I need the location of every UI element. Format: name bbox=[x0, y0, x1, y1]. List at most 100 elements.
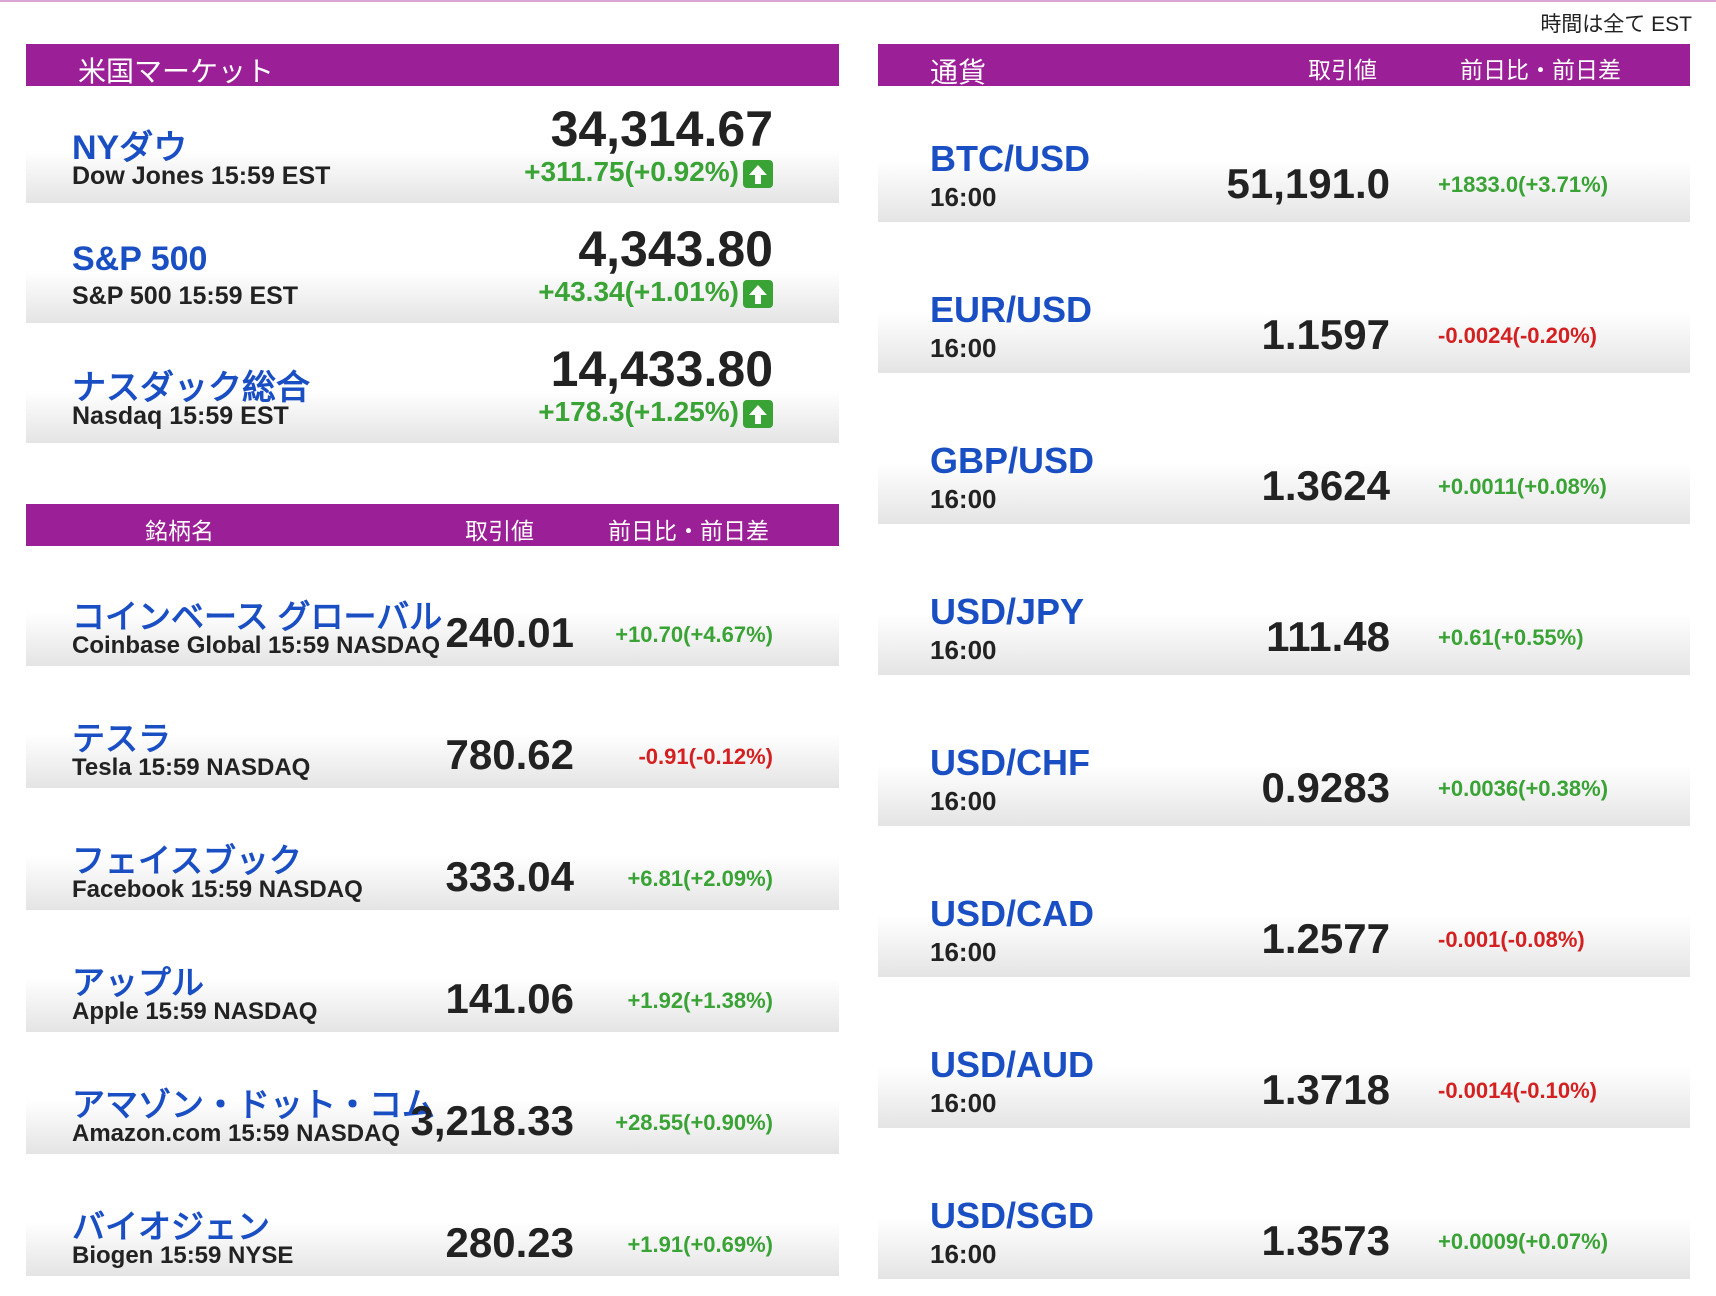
currency-value: 51,191.0 bbox=[1226, 160, 1391, 207]
section-header bbox=[26, 504, 839, 546]
stock-row: フェイスブック Facebook 15:59 NASDAQ 333.04 +6.81(… bbox=[26, 790, 839, 910]
currency-pair: EUR/USD bbox=[930, 289, 1093, 330]
currency-value: 1.2577 bbox=[1261, 915, 1390, 962]
stock-value: 240.01 bbox=[445, 609, 574, 656]
stock-name: テスラ bbox=[72, 720, 171, 757]
timezone-note: 時間は全て EST bbox=[1540, 13, 1692, 36]
column-header: 銘柄名 bbox=[145, 518, 214, 544]
currency-pair: BTC/USD bbox=[930, 138, 1090, 179]
stock-name: アマゾン・ドット・コム bbox=[72, 1086, 435, 1123]
currency-pair: USD/AUD bbox=[930, 1044, 1095, 1085]
currency-change: +0.0009(+0.07%) bbox=[1438, 1229, 1609, 1254]
currency-row: USD/SGD 16:00 1.3573 +0.0009(+0.07%) bbox=[878, 1143, 1690, 1279]
column-header: 前日比・前日差 bbox=[608, 518, 769, 544]
currency-change: +0.0036(+0.38%) bbox=[1438, 776, 1609, 801]
column-header: 前日比・前日差 bbox=[1460, 57, 1621, 83]
stock-row: バイオジェン Biogen 15:59 NYSE 280.23 +1.91(+0.69… bbox=[26, 1156, 839, 1276]
column-header: 取引値 bbox=[1308, 57, 1377, 83]
stock-value: 780.62 bbox=[445, 731, 574, 778]
stock-sub: Apple 15:59 NASDAQ bbox=[72, 998, 318, 1025]
stock-name: フェイスブック bbox=[72, 842, 303, 879]
section-header bbox=[26, 44, 839, 86]
top-line bbox=[0, 0, 1716, 2]
stock-name: バイオジェン bbox=[72, 1208, 270, 1245]
section-header bbox=[878, 44, 1690, 86]
stock-row: アマゾン・ドット・コム Amazon.com 15:59 NASDAQ 3,218.… bbox=[26, 1034, 839, 1154]
up-icon bbox=[743, 400, 773, 428]
arrow bbox=[749, 285, 767, 304]
stock-change: -0.91(-0.12%) bbox=[638, 744, 773, 769]
currency-time: 16:00 bbox=[930, 1239, 997, 1269]
stock-sub: Biogen 15:59 NYSE bbox=[72, 1242, 294, 1269]
currency-time: 16:00 bbox=[930, 182, 997, 212]
currency-pair: USD/SGD bbox=[930, 1195, 1095, 1236]
index-value: 4,343.80 bbox=[578, 221, 773, 277]
stock-change: +1.91(+0.69%) bbox=[627, 1232, 773, 1257]
stock-row: テスラ Tesla 15:59 NASDAQ 780.62 -0.91(-0.12%) bbox=[26, 668, 839, 788]
section-title: 米国マーケット bbox=[78, 56, 275, 87]
currency-value: 0.9283 bbox=[1261, 764, 1390, 811]
index-sub: Nasdaq 15:59 EST bbox=[72, 402, 289, 430]
currency-change: +1833.0(+3.71%) bbox=[1438, 172, 1609, 197]
up-icon bbox=[743, 280, 773, 308]
currency-change: -0.0024(-0.20%) bbox=[1438, 323, 1597, 348]
stock-name: アップル bbox=[72, 964, 204, 1001]
currency-change: -0.001(-0.08%) bbox=[1438, 927, 1585, 952]
stock-value: 280.23 bbox=[445, 1219, 574, 1266]
currency-pair: GBP/USD bbox=[930, 440, 1095, 481]
stock-sub: Facebook 15:59 NASDAQ bbox=[72, 876, 363, 903]
index-value: 34,314.67 bbox=[550, 101, 773, 157]
currency-time: 16:00 bbox=[930, 786, 997, 816]
column-header: 取引値 bbox=[465, 518, 534, 544]
index-row: S&P 500 S&P 500 15:59 EST 4,343.80 +43.34(+… bbox=[26, 206, 839, 323]
currency-time: 16:00 bbox=[930, 1088, 997, 1118]
index-change: +43.34(+1.01%) bbox=[538, 276, 739, 307]
index-name: ナスダック総合 bbox=[72, 369, 310, 407]
currency-value: 111.48 bbox=[1266, 613, 1390, 660]
currency-value: 1.3624 bbox=[1261, 462, 1390, 509]
currency-time: 16:00 bbox=[930, 937, 997, 967]
stock-row: アップル Apple 15:59 NASDAQ 141.06 +1.92(+1.38%… bbox=[26, 912, 839, 1032]
currency-pair: USD/CHF bbox=[930, 742, 1090, 783]
stock-sub: Amazon.com 15:59 NASDAQ bbox=[72, 1120, 401, 1147]
stock-sub: Tesla 15:59 NASDAQ bbox=[72, 754, 311, 781]
index-change: +311.75(+0.92%) bbox=[524, 156, 739, 187]
arrow bbox=[749, 405, 767, 424]
currency-value: 1.1597 bbox=[1261, 311, 1390, 358]
currency-value: 1.3573 bbox=[1261, 1217, 1390, 1264]
currency-pair: USD/JPY bbox=[930, 591, 1085, 632]
index-row: NYダウ Dow Jones 15:59 EST 34,314.67 +311.75(… bbox=[26, 86, 839, 203]
index-name: S&P 500 bbox=[72, 240, 208, 278]
currency-row: GBP/USD 16:00 1.3624 +0.0011(+0.08%) bbox=[878, 388, 1690, 524]
currency-row: USD/AUD 16:00 1.3718 -0.0014(-0.10%) bbox=[878, 992, 1690, 1128]
currency-time: 16:00 bbox=[930, 635, 997, 665]
stock-value: 141.06 bbox=[445, 975, 574, 1022]
currency-row: USD/JPY 16:00 111.48 +0.61(+0.55%) bbox=[878, 539, 1690, 675]
currency-value: 1.3718 bbox=[1261, 1066, 1390, 1113]
currency-row: USD/CAD 16:00 1.2577 -0.001(-0.08%) bbox=[878, 841, 1690, 977]
index-sub: S&P 500 15:59 EST bbox=[72, 282, 299, 310]
index-value: 14,433.80 bbox=[550, 341, 773, 397]
currency-row: BTC/USD 16:00 51,191.0 +1833.0(+3.71%) bbox=[878, 86, 1690, 222]
stock-change: +10.70(+4.67%) bbox=[615, 622, 773, 647]
currency-pair: USD/CAD bbox=[930, 893, 1095, 934]
arrow bbox=[749, 165, 767, 184]
stock-name: コインベース グローバル bbox=[72, 598, 443, 635]
stock-value: 333.04 bbox=[445, 853, 574, 900]
column-header: 通貨 bbox=[930, 57, 987, 88]
up-icon bbox=[743, 160, 773, 188]
currency-change: +0.0011(+0.08%) bbox=[1438, 474, 1607, 499]
stock-value: 3,218.33 bbox=[410, 1097, 575, 1144]
currency-time: 16:00 bbox=[930, 484, 997, 514]
stock-row: コインベース グローバル Coinbase Global 15:59 NASDAQ… bbox=[26, 546, 839, 666]
currency-row: EUR/USD 16:00 1.1597 -0.0024(-0.20%) bbox=[878, 237, 1690, 373]
stock-change: +6.81(+2.09%) bbox=[627, 866, 773, 891]
stock-change: +1.92(+1.38%) bbox=[627, 988, 773, 1013]
stock-change: +28.55(+0.90%) bbox=[615, 1110, 773, 1135]
index-change: +178.3(+1.25%) bbox=[538, 396, 739, 427]
currency-change: -0.0014(-0.10%) bbox=[1438, 1078, 1597, 1103]
currency-row: USD/CHF 16:00 0.9283 +0.0036(+0.38%) bbox=[878, 690, 1690, 826]
index-sub: Dow Jones 15:59 EST bbox=[72, 162, 331, 190]
currency-time: 16:00 bbox=[930, 333, 997, 363]
